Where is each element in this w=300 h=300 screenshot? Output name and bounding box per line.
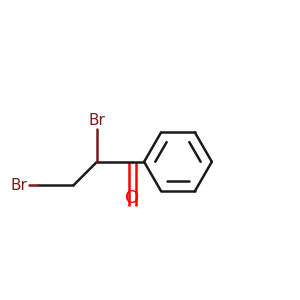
Text: Br: Br (88, 113, 105, 128)
Text: O: O (125, 189, 140, 207)
Text: Br: Br (11, 178, 28, 193)
